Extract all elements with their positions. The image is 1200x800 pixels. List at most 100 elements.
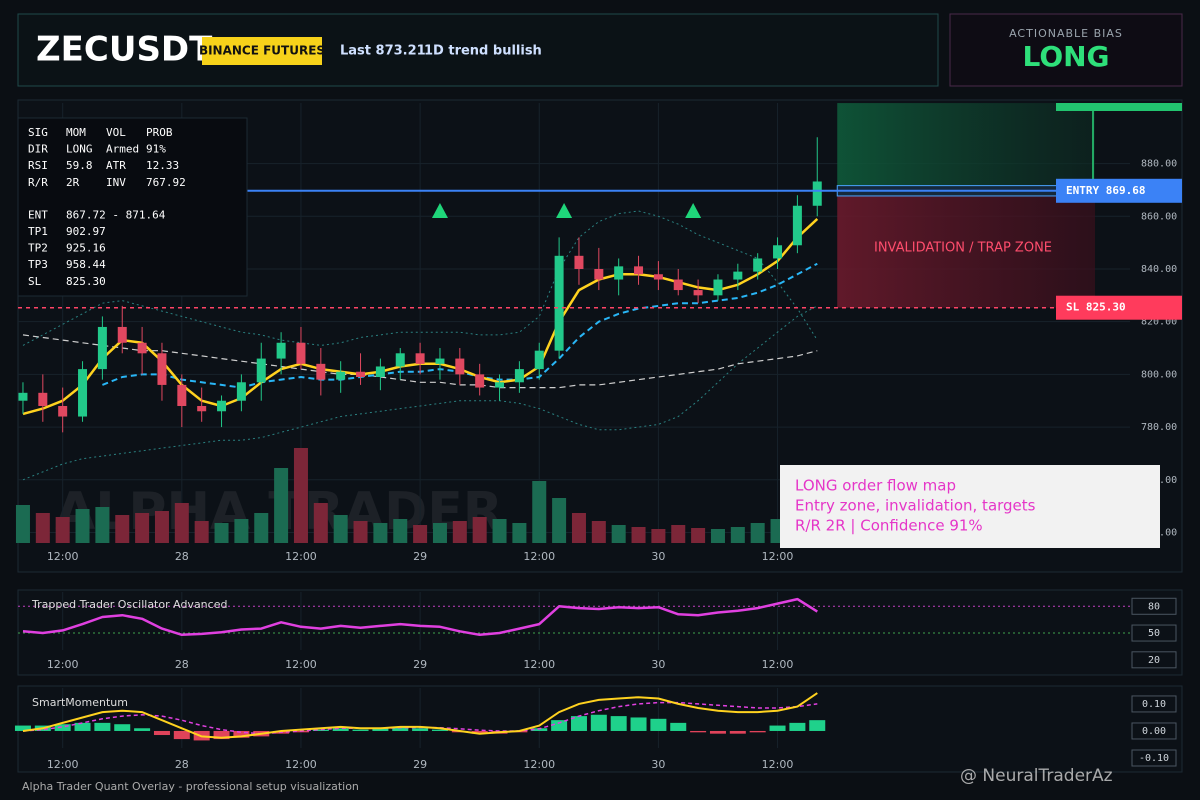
volume-bar — [492, 519, 507, 543]
momentum-bar — [392, 726, 409, 731]
info-cell: TP2 — [28, 242, 48, 255]
momentum-bar — [709, 730, 726, 734]
momentum-bar — [789, 722, 806, 731]
x-tick-label: 12:00 — [47, 758, 79, 771]
momentum-title: SmartMomentum — [32, 696, 128, 709]
volume-bar — [15, 505, 30, 543]
volume-bar — [35, 513, 50, 543]
candle-body — [435, 358, 445, 364]
candle-body — [236, 382, 246, 401]
candle-body — [634, 266, 644, 275]
info-cell: VOL — [106, 126, 126, 139]
info-cell: 59.8 — [66, 159, 93, 172]
y-tick-label: 840.00 — [1141, 264, 1177, 275]
volume-bar — [512, 523, 527, 543]
volume-bar — [631, 527, 646, 543]
y-tick-label: 880.00 — [1141, 159, 1177, 170]
y-tick-label: 0.10 — [1142, 699, 1166, 710]
volume-bar — [710, 529, 725, 543]
volume-bar — [452, 521, 467, 543]
info-cell: LONG — [66, 143, 93, 156]
volume-bar — [194, 521, 209, 543]
candle-body — [673, 279, 683, 291]
momentum-bar — [630, 717, 647, 731]
candle-body — [812, 181, 822, 206]
x-tick-label: 12:00 — [762, 758, 794, 771]
volume-bar — [75, 509, 90, 543]
y-tick-box — [1131, 597, 1177, 615]
x-tick-label: 29 — [413, 550, 427, 563]
info-cell: Armed — [106, 143, 139, 156]
note-line: R/R 2R | Confidence 91% — [795, 517, 983, 535]
y-tick-label: -0.10 — [1139, 753, 1169, 764]
volume-bar — [413, 525, 428, 543]
candle-body — [594, 268, 604, 280]
info-cell: 958.44 — [66, 258, 106, 271]
candle-body — [256, 358, 266, 383]
info-cell: RSI — [28, 159, 48, 172]
momentum-bar — [173, 730, 190, 740]
volume-bar — [95, 507, 110, 543]
momentum-bar — [531, 728, 548, 731]
note-line: Entry zone, invalidation, targets — [795, 497, 1036, 515]
y-tick-box — [1131, 624, 1177, 642]
x-tick-label: 12:00 — [523, 658, 555, 671]
info-cell: R/R — [28, 176, 48, 189]
info-cell: 12.33 — [146, 159, 179, 172]
x-tick-label: 30 — [651, 550, 665, 563]
momentum-bar — [94, 722, 111, 731]
volume-bar — [750, 523, 765, 543]
momentum-bar — [233, 730, 250, 738]
candle-body — [58, 405, 68, 417]
overlay-line — [22, 305, 818, 481]
volume-bar — [611, 525, 626, 543]
y-tick-label: 780.00 — [1141, 422, 1177, 433]
candle-body — [157, 353, 167, 385]
info-cell: DIR — [28, 143, 48, 156]
candle-body — [336, 371, 346, 380]
info-cell: MOM — [66, 126, 86, 139]
bias-label: ACTIONABLE BIAS — [1009, 27, 1123, 40]
candle-body — [177, 384, 187, 406]
volume-bar — [174, 503, 189, 543]
candle-body — [97, 326, 107, 370]
momentum-bar — [332, 728, 349, 731]
momentum-bar — [590, 714, 607, 731]
momentum-bar — [54, 724, 71, 731]
y-tick-label: 820.00 — [1141, 317, 1177, 328]
volume-bar — [552, 498, 567, 543]
info-cell: 867.72 - 871.64 — [66, 208, 166, 221]
candle-body — [78, 369, 88, 417]
y-tick-box — [1131, 651, 1177, 669]
candle-body — [455, 358, 465, 375]
x-tick-label: 12:00 — [285, 758, 317, 771]
momentum-bar — [690, 730, 707, 733]
info-table: SIG MOM VOL PROB DIR LONG Armed 91% RSI 59.8 ATR 12… — [28, 126, 186, 288]
candle-body — [197, 405, 207, 412]
volume-bar — [135, 513, 150, 543]
volume-bar — [55, 517, 70, 543]
x-tick-label: 12:00 — [285, 658, 317, 671]
candle-body — [514, 369, 524, 383]
stop-tag — [1056, 295, 1182, 320]
candle-body — [792, 205, 802, 246]
y-tick-label: 800.00 — [1141, 369, 1177, 380]
momentum-bar — [134, 728, 151, 731]
candle-body — [296, 342, 306, 364]
momentum-bar — [769, 725, 786, 731]
candle-body — [534, 350, 544, 370]
momentum-bar — [114, 724, 131, 731]
trend: 1D trend bullish — [424, 44, 542, 59]
candle-body — [117, 326, 127, 343]
footer: Alpha Trader Quant Overlay - professiona… — [22, 780, 359, 793]
volume-bar — [254, 513, 269, 543]
momentum-bar — [372, 728, 389, 731]
candle-body — [137, 342, 147, 354]
info-cell: SIG — [28, 126, 48, 139]
y-tick-label: 860.00 — [1141, 211, 1177, 222]
entry-tag — [1056, 178, 1182, 203]
y-tick-box — [1131, 722, 1177, 740]
invalidation-zone — [837, 195, 1095, 308]
y-tick-box — [1131, 695, 1177, 713]
candle-body — [733, 271, 743, 280]
